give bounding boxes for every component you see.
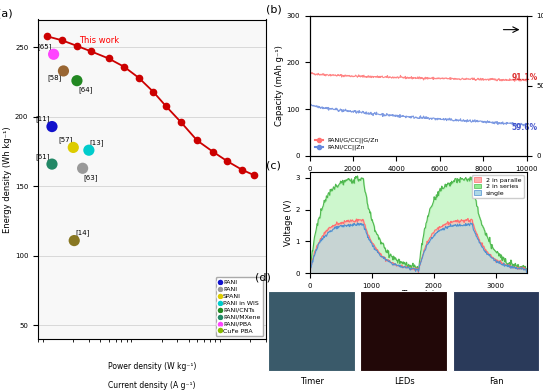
Point [48,161,56,167]
FancyBboxPatch shape [360,291,447,370]
Y-axis label: Voltage (V): Voltage (V) [283,199,293,246]
Legend: 2 in paralle, 2 in series, single: 2 in paralle, 2 in series, single [472,175,523,199]
X-axis label: Time (s): Time (s) [401,290,435,299]
Text: (d): (d) [255,273,271,283]
Point [85,147,93,153]
Text: [58]: [58] [48,74,62,81]
Text: Fan: Fan [490,378,504,386]
Text: 59.6%: 59.6% [512,123,538,132]
Point [49,51,58,57]
Text: LEDs: LEDs [394,378,415,386]
Text: Current density (A g⁻¹): Current density (A g⁻¹) [108,381,196,390]
Legend: PANI/G/CC||G/Zn, PANI/CC||Zn: PANI/G/CC||G/Zn, PANI/CC||Zn [313,135,382,153]
Point [70,238,79,244]
Y-axis label: Capacity (mAh g⁻¹): Capacity (mAh g⁻¹) [275,45,283,126]
X-axis label: Cycling number: Cycling number [385,173,451,182]
Y-axis label: Energy density (Wh kg⁻¹): Energy density (Wh kg⁻¹) [3,126,12,233]
Text: Timer: Timer [300,378,324,386]
Text: [14]: [14] [75,230,90,236]
Point [73,78,81,84]
Text: [11]: [11] [36,116,50,122]
Text: (b): (b) [266,5,282,15]
Text: (c): (c) [266,161,281,171]
FancyBboxPatch shape [452,291,539,370]
Point [48,124,56,130]
Text: [63]: [63] [84,174,98,181]
Text: [64]: [64] [78,87,92,93]
Point [69,144,78,151]
Text: [61]: [61] [36,153,50,160]
Text: This work: This work [79,35,119,44]
Point [78,165,87,171]
Text: [57]: [57] [58,136,72,143]
FancyBboxPatch shape [268,291,355,370]
Text: Power density (W kg⁻¹): Power density (W kg⁻¹) [108,362,196,370]
Text: 91.1%: 91.1% [512,73,538,82]
Text: (a): (a) [0,9,12,19]
Point [59,68,68,74]
Legend: PANI, PANI, SPANI, PANI in WIS, PANI/CNTs, PANI/MXene, PANI/PBA, CuFe PBA: PANI, PANI, SPANI, PANI in WIS, PANI/CNT… [216,277,263,336]
Text: [13]: [13] [90,139,104,146]
Text: [65]: [65] [37,43,52,50]
